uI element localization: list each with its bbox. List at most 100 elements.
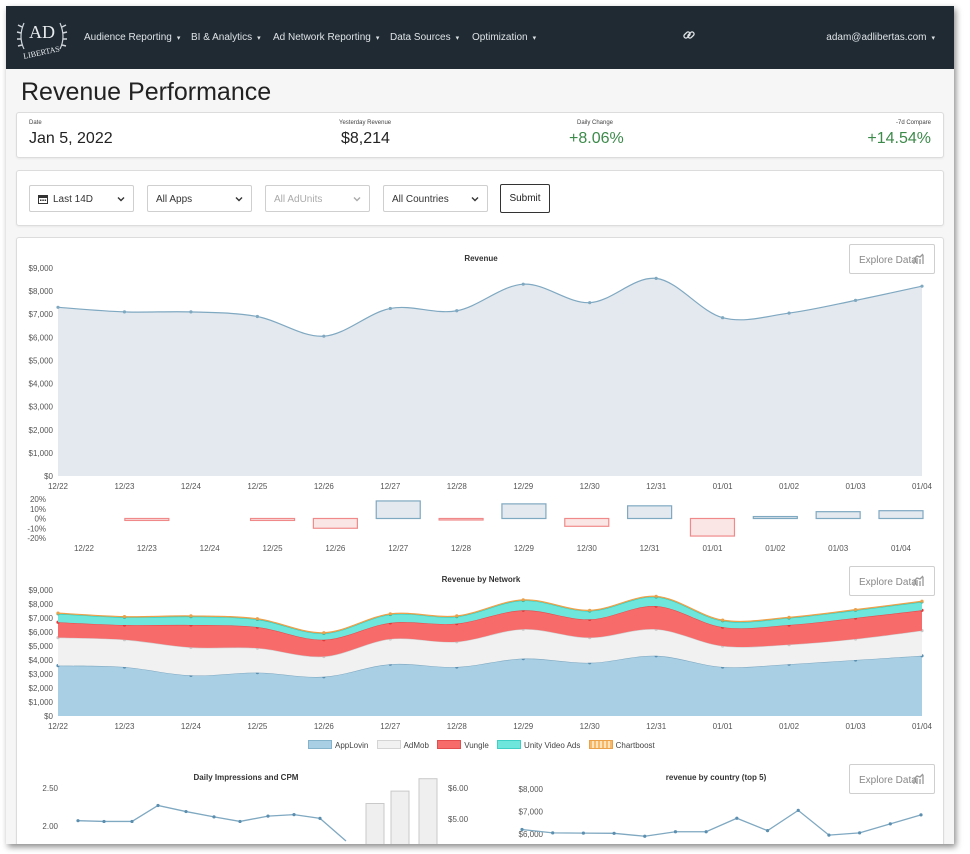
top-navbar: AD LIBERTAS Audience Reporting ▾ BI & Ana… <box>6 6 954 69</box>
legend-item-admob[interactable]: AdMob <box>376 740 429 750</box>
revenue-point <box>521 282 525 286</box>
network-y-tick: $3,000 <box>29 670 54 679</box>
nav-optimization[interactable]: Optimization ▾ <box>472 32 536 43</box>
apps-select[interactable]: All Apps <box>147 185 252 212</box>
revenue-y-tick: $1,000 <box>29 449 54 458</box>
explore-data-button-country[interactable]: Explore Data <box>849 764 935 794</box>
adlibertas-logo[interactable]: AD LIBERTAS <box>14 11 70 63</box>
change-x-tick: 12/31 <box>640 544 661 553</box>
legend-item-vungle[interactable]: Vungle <box>437 740 489 750</box>
countries-value: All Countries <box>392 194 449 205</box>
calendar-icon <box>38 195 48 204</box>
explore-data-button-revenue[interactable]: Explore Data <box>849 244 935 274</box>
network-x-tick: 12/22 <box>48 722 69 731</box>
nav-data-sources[interactable]: Data Sources ▾ <box>390 32 459 43</box>
network-x-tick: 01/04 <box>912 722 933 731</box>
revenue-y-tick: $0 <box>44 472 53 481</box>
chevron-down-icon <box>353 197 361 202</box>
chevron-down-icon <box>471 197 479 202</box>
network-point <box>721 618 725 622</box>
network-point <box>388 612 392 616</box>
network-x-tick: 12/25 <box>247 722 268 731</box>
nav-audience-reporting[interactable]: Audience Reporting ▾ <box>84 32 180 43</box>
network-point <box>189 614 193 618</box>
change-x-tick: 12/29 <box>514 544 535 553</box>
explore-data-button-network[interactable]: Explore Data <box>849 566 935 596</box>
network-x-tick: 12/23 <box>114 722 135 731</box>
change-y-tick: 0% <box>34 515 46 524</box>
revenue-point <box>787 311 791 315</box>
impressions-point <box>318 816 322 821</box>
kpi-yesterday-label: Yesterday Revenue <box>339 120 392 126</box>
nav-item-label: Ad Network Reporting <box>273 32 371 43</box>
legend-item-unity[interactable]: Unity Video Ads <box>497 740 580 750</box>
network-x-tick: 12/24 <box>181 722 202 731</box>
legend-item-chartboost[interactable]: Chartboost <box>588 740 655 750</box>
explore-data-label: Explore Data <box>859 577 917 588</box>
kpi-compare-label: -7d Compare <box>895 120 931 126</box>
change-bar <box>878 510 924 520</box>
chevron-down-icon <box>117 197 125 202</box>
network-point <box>654 594 658 598</box>
network-x-tick: 01/03 <box>846 722 867 731</box>
change-x-tick: 01/02 <box>765 544 786 553</box>
change-x-tick: 12/23 <box>137 544 158 553</box>
revenue-x-tick: 12/28 <box>447 482 468 491</box>
revenue-y-tick: $4,000 <box>29 380 54 389</box>
adunits-value: All AdUnits <box>274 194 323 205</box>
revenue-y-tick: $5,000 <box>29 356 54 365</box>
countries-select[interactable]: All Countries <box>383 185 488 212</box>
country-point <box>858 831 862 835</box>
network-point <box>853 608 858 612</box>
charts-canvas: $0 $1,000 $2,000 $3,000 $4,000 $5,000 $6,000 $7… <box>27 264 933 844</box>
legend-label: AdMob <box>403 741 429 750</box>
country-point <box>919 813 923 817</box>
nav-bi-analytics[interactable]: BI & Analytics ▾ <box>191 32 261 43</box>
country-point <box>581 831 585 835</box>
kpi-card: Date Jan 5, 2022 Yesterday Revenue $8,21… <box>16 112 944 158</box>
chevron-down-icon <box>235 197 243 202</box>
country-point <box>796 808 800 812</box>
change-y-tick: 20% <box>30 495 46 504</box>
apps-value: All Apps <box>156 194 193 205</box>
revenue-point <box>654 276 658 280</box>
submit-button[interactable]: Submit <box>500 184 550 213</box>
impressions-point <box>238 819 242 824</box>
revenue-point <box>255 314 259 319</box>
network-chart-title: Revenue by Network <box>441 575 521 584</box>
change-y-tick: -20% <box>27 534 46 543</box>
change-x-tick: 01/01 <box>702 544 723 553</box>
adunits-select[interactable]: All AdUnits <box>265 185 370 212</box>
network-y-tick: $7,000 <box>29 614 54 623</box>
network-point <box>255 617 259 621</box>
country-point <box>735 816 739 820</box>
link-icon[interactable] <box>682 28 696 42</box>
change-y-tick: -10% <box>27 524 46 533</box>
revenue-area <box>58 278 922 476</box>
country-chart-title: revenue by country (top 5) <box>665 773 767 782</box>
date-range-select[interactable]: Last 14D <box>29 185 134 212</box>
country-y-tick: $6,000 <box>519 830 544 839</box>
legend-swatch <box>588 740 613 749</box>
network-y-tick: $2,000 <box>29 684 54 693</box>
network-x-tick: 12/28 <box>447 722 468 731</box>
explore-data-label: Explore Data <box>859 775 917 786</box>
caret-down-icon: ▾ <box>455 35 460 42</box>
legend-item-applovin[interactable]: AppLovin <box>308 740 368 750</box>
nav-ad-network-reporting[interactable]: Ad Network Reporting ▾ <box>273 32 379 43</box>
network-line <box>57 595 923 634</box>
nav-item-label: BI & Analytics <box>191 32 253 43</box>
revenue-x-tick: 12/26 <box>314 482 335 491</box>
cpm-y-tick: $5.00 <box>448 815 469 824</box>
revenue-y-tick: $3,000 <box>29 403 54 412</box>
logo-ad-text: AD <box>29 22 55 42</box>
nav-item-label: Data Sources <box>390 32 451 43</box>
user-menu[interactable]: adam@adlibertas.com ▾ <box>826 32 935 43</box>
country-point <box>643 834 647 838</box>
impressions-point <box>266 814 270 818</box>
network-y-tick: $9,000 <box>29 586 54 595</box>
kpi-compare-value: +14.54% <box>867 130 931 147</box>
impressions-y-tick: 2.50 <box>42 784 58 793</box>
explore-data-label: Explore Data <box>859 255 917 266</box>
legend-swatch <box>376 740 401 749</box>
